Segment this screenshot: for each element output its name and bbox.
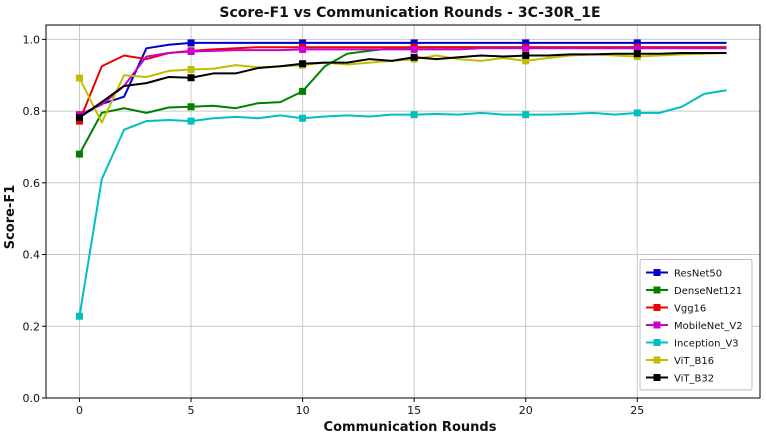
data-point xyxy=(75,74,83,82)
y-tick-label: 0.4 xyxy=(23,249,41,262)
series-ViT_B16 xyxy=(75,51,727,124)
legend-marker xyxy=(653,286,661,294)
data-point xyxy=(187,39,195,47)
legend-item: Vgg16 xyxy=(646,304,706,315)
legend-label: Vgg16 xyxy=(674,304,706,315)
legend-item: ViT_B32 xyxy=(646,374,714,385)
legend-item: DenseNet121 xyxy=(646,286,742,297)
legend-label: ResNet50 xyxy=(674,269,722,280)
data-point xyxy=(522,39,530,47)
series-line xyxy=(78,41,727,118)
legend-marker xyxy=(653,339,661,346)
legend-item: ViT_B16 xyxy=(646,356,714,367)
data-point xyxy=(633,44,641,52)
y-tick-label: 0.0 xyxy=(23,392,41,405)
data-point xyxy=(522,111,530,119)
x-tick-label: 10 xyxy=(296,404,310,417)
y-tick-label: 0.8 xyxy=(23,105,41,118)
legend: ResNet50 DenseNet121 Vgg16 MobileNet_V2 Ince… xyxy=(639,259,753,391)
legend-label: ViT_B16 xyxy=(674,356,714,367)
x-tick-label: 15 xyxy=(407,404,421,417)
data-point xyxy=(299,39,307,47)
data-point xyxy=(410,45,418,53)
data-point xyxy=(522,57,530,65)
data-point xyxy=(633,50,641,58)
legend-marker xyxy=(653,304,661,311)
x-tick-label: 20 xyxy=(519,404,533,417)
data-point xyxy=(522,44,530,52)
legend-box xyxy=(639,259,753,391)
series-Inception_V3 xyxy=(75,89,727,320)
data-point xyxy=(187,65,195,73)
legend-label: MobileNet_V2 xyxy=(674,321,743,332)
y-tick-label: 1.0 xyxy=(23,33,41,46)
data-point xyxy=(75,150,83,158)
y-tick-label: 0.6 xyxy=(23,177,41,190)
legend-marker xyxy=(653,321,661,329)
data-point xyxy=(410,111,418,119)
data-point xyxy=(299,45,307,53)
legend-label: ViT_B32 xyxy=(674,374,714,385)
series-line xyxy=(78,51,727,119)
data-point xyxy=(187,48,195,56)
data-point xyxy=(75,312,83,320)
data-point xyxy=(187,103,195,111)
x-tick-label: 0 xyxy=(76,404,83,417)
series-lines xyxy=(75,39,727,320)
data-point xyxy=(633,39,641,47)
series-ViT_B32 xyxy=(75,50,727,122)
data-point xyxy=(410,39,418,47)
data-point xyxy=(299,60,307,68)
data-point xyxy=(633,109,641,117)
chart-title: Score-F1 vs Communication Rounds - 3C-30… xyxy=(219,5,600,21)
x-tick-label: 25 xyxy=(630,404,644,417)
legend-item: ResNet50 xyxy=(646,269,722,280)
data-point xyxy=(299,114,307,122)
legend-marker xyxy=(653,356,661,364)
plot-frame xyxy=(45,24,761,399)
y-axis-label: Score-F1 xyxy=(3,185,18,250)
legend-marker xyxy=(653,374,661,381)
data-point xyxy=(75,117,83,125)
legend-item: MobileNet_V2 xyxy=(646,321,743,332)
data-point xyxy=(187,74,195,82)
x-tick-label: 5 xyxy=(188,404,195,417)
series-line xyxy=(78,46,727,155)
legend-item: Inception_V3 xyxy=(646,339,739,350)
axis-ticks: 0 5 10 15 20 25 0.0 0.2 0.4 0.6 0.8 1.0 xyxy=(23,33,645,417)
data-point xyxy=(522,51,530,59)
data-point xyxy=(299,87,307,95)
series-line xyxy=(78,89,727,317)
data-point xyxy=(75,114,83,122)
data-point xyxy=(410,53,418,61)
legend-label: DenseNet121 xyxy=(674,286,742,297)
data-point xyxy=(187,117,195,125)
legend-marker xyxy=(653,269,661,276)
series-line xyxy=(78,51,727,124)
x-axis-label: Communication Rounds xyxy=(324,420,497,433)
series-line xyxy=(79,47,727,116)
y-tick-label: 0.2 xyxy=(23,320,41,333)
legend-label: Inception_V3 xyxy=(674,339,739,350)
